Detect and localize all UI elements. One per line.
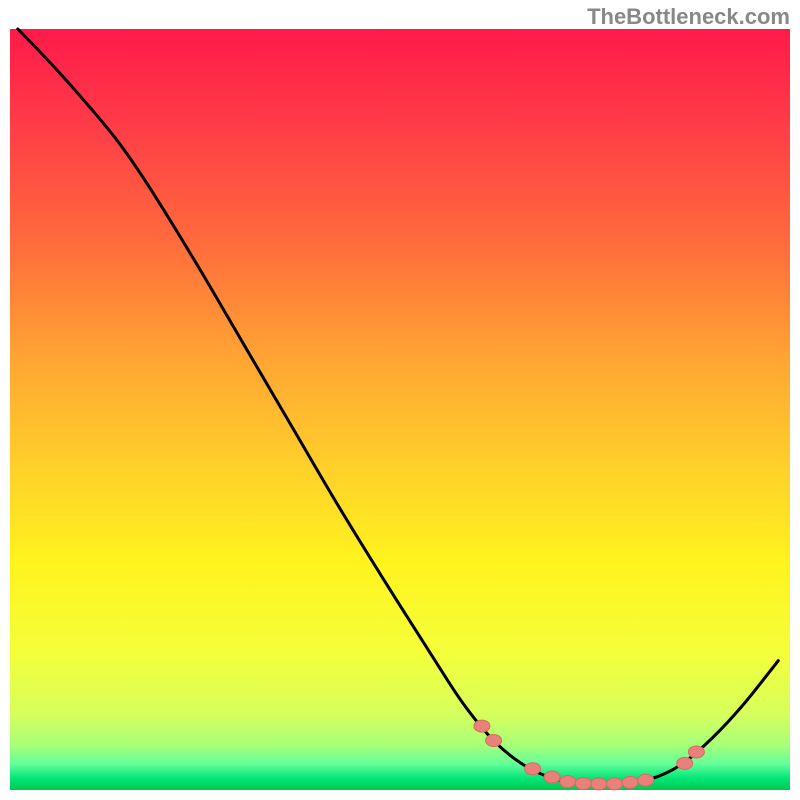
curve-marker: [575, 778, 591, 790]
chart-container: TheBottleneck.com: [0, 0, 800, 800]
curve-marker: [607, 778, 623, 790]
watermark-text: TheBottleneck.com: [587, 4, 790, 30]
curve-marker: [486, 735, 502, 747]
curve-marker: [677, 757, 693, 769]
curve-marker: [622, 776, 638, 788]
curve-marker: [525, 763, 541, 775]
curve-marker: [688, 746, 704, 758]
chart-svg: [10, 29, 790, 790]
gradient-background: [10, 29, 790, 790]
curve-marker: [591, 778, 607, 790]
curve-marker: [544, 771, 560, 783]
curve-marker: [474, 720, 490, 732]
curve-marker: [560, 776, 576, 788]
curve-marker: [638, 774, 654, 786]
